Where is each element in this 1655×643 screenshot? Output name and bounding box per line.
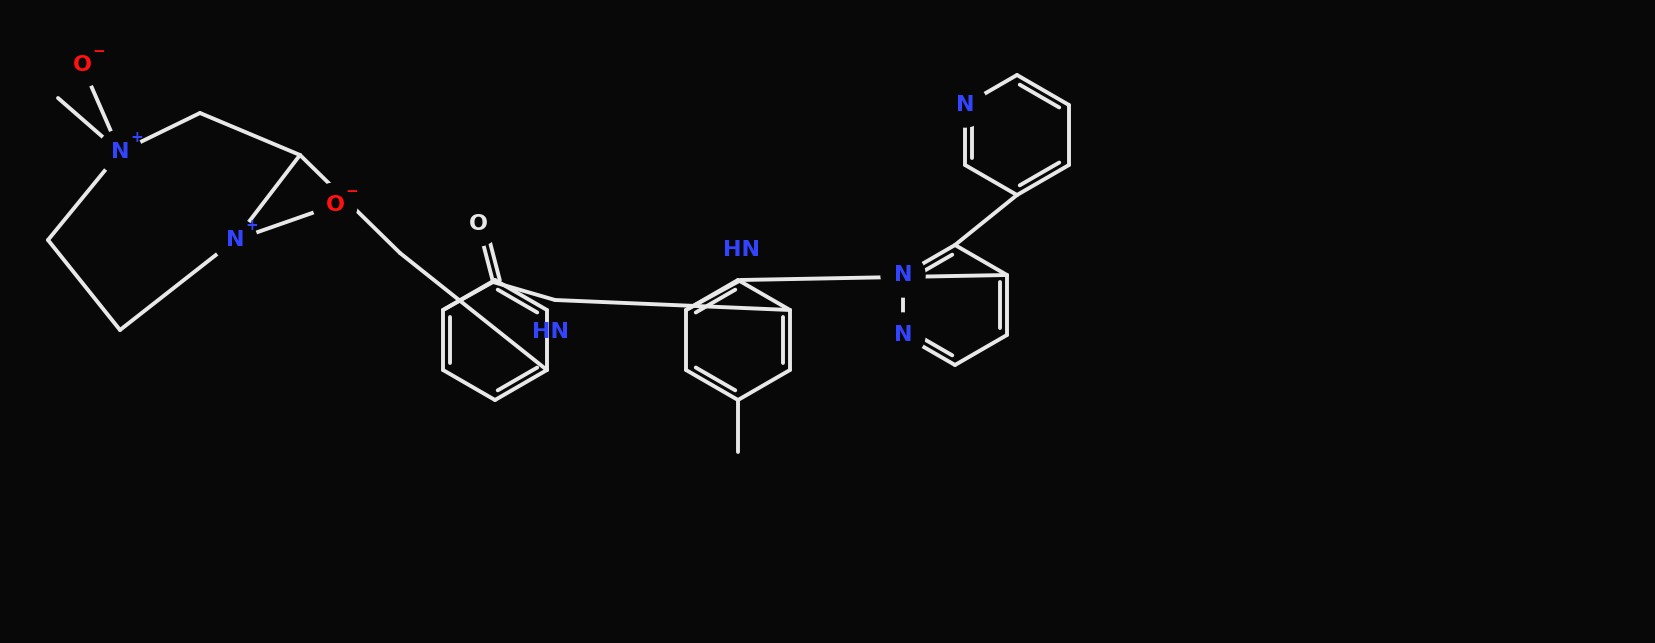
Text: O: O — [468, 214, 487, 234]
Text: N: N — [894, 325, 912, 345]
Text: O: O — [73, 55, 91, 75]
Text: HN: HN — [531, 322, 568, 342]
Text: N: N — [111, 142, 129, 162]
Circle shape — [455, 202, 500, 246]
Circle shape — [880, 313, 925, 357]
Text: O: O — [326, 195, 344, 215]
Circle shape — [98, 130, 142, 174]
Text: N: N — [955, 95, 973, 115]
Circle shape — [942, 83, 986, 127]
Circle shape — [313, 183, 357, 227]
Circle shape — [213, 218, 257, 262]
Text: −: − — [346, 183, 357, 199]
Text: −: − — [93, 44, 106, 59]
Circle shape — [60, 43, 104, 87]
Text: +: + — [131, 131, 144, 145]
Circle shape — [880, 253, 925, 297]
Text: N: N — [225, 230, 243, 250]
Text: HN: HN — [722, 240, 760, 260]
Text: +: + — [245, 219, 258, 233]
Text: N: N — [894, 265, 912, 285]
